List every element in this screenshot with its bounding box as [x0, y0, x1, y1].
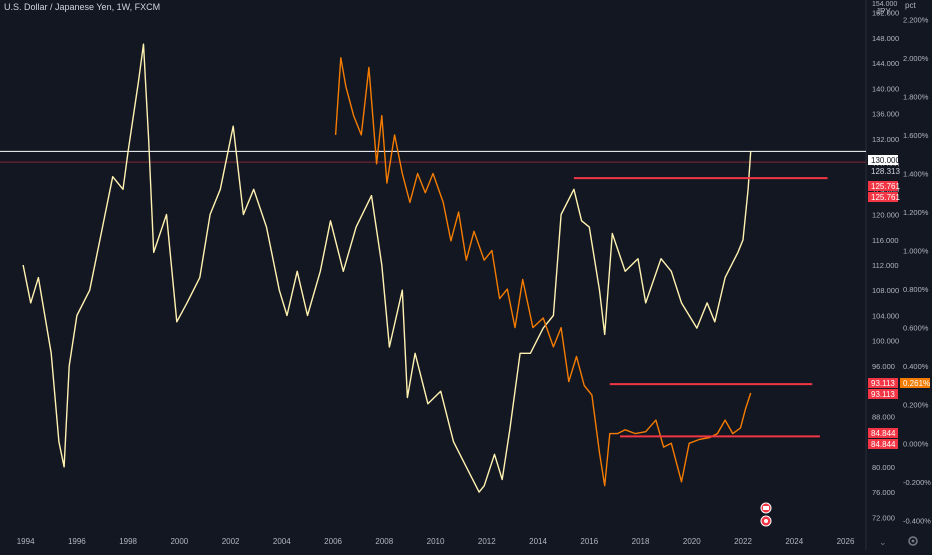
pct-tick-label: 1.200%	[903, 208, 929, 217]
time-tick-label: 2022	[734, 537, 752, 546]
pct-tick-label: 0.800%	[903, 285, 929, 294]
time-tick-label: 1996	[68, 537, 86, 546]
pct-tick-label: 2.200%	[903, 15, 929, 24]
low-badge-b	[868, 439, 898, 449]
low-badge-a	[868, 428, 898, 438]
price-tick-label: 104.000	[872, 311, 899, 320]
mid-label-a: 93.113	[871, 379, 895, 388]
price-tick-label: 88.000	[872, 412, 895, 421]
pct-current-label: 0.261%	[903, 379, 930, 388]
chart-title: U.S. Dollar / Japanese Yen, 1W, FXCM	[4, 2, 161, 12]
time-tick-label: 2008	[375, 537, 393, 546]
series-line-usdjpy	[22, 43, 752, 493]
series-line-pct	[334, 57, 752, 487]
time-tick-label: 2024	[785, 537, 803, 546]
resistance-badge-a	[868, 181, 898, 191]
dividend-marker-icon[interactable]	[760, 515, 772, 527]
price-tick-label: 96.000	[872, 362, 895, 371]
time-tick-label: 2018	[632, 537, 650, 546]
price-tick-label: 148.000	[872, 34, 899, 43]
mid-badge-a	[868, 378, 898, 388]
resistance-badge-b	[868, 192, 898, 202]
pct-tick-label: 1.800%	[903, 92, 929, 101]
pct-tick-label: 1.600%	[903, 131, 929, 140]
price-tick-label: 144.000	[872, 59, 899, 68]
time-tick-label: 2000	[170, 537, 188, 546]
price-tick-label: 152.000	[872, 9, 899, 18]
pct-current-badge	[900, 378, 930, 388]
pct-tick-label: 0.600%	[903, 324, 929, 333]
price-tick-label: 132.000	[872, 135, 899, 144]
price-tick-label: 108.000	[872, 286, 899, 295]
resistance-label-a: 125.761	[871, 182, 900, 191]
mid-badge-b	[868, 389, 898, 399]
pct-tick-label: 0.400%	[903, 362, 929, 371]
time-tick-label: 2014	[529, 537, 547, 546]
time-tick-label: 2012	[478, 537, 496, 546]
prev-price-badge	[868, 166, 898, 176]
settings-gear-icon[interactable]	[908, 536, 918, 546]
resistance-label-b: 125.761	[871, 193, 900, 202]
price-tick-label: 120.000	[872, 211, 899, 220]
pct-tick-label: 0.200%	[903, 401, 929, 410]
time-tick-label: 1998	[119, 537, 137, 546]
time-tick-label: 2004	[273, 537, 291, 546]
pct-tick-label: 0.000%	[903, 439, 929, 448]
price-tick-label: 140.000	[872, 84, 899, 93]
price-tick-label: 100.000	[872, 337, 899, 346]
low-label-b: 84.844	[871, 440, 896, 449]
pct-tick-label: -0.200%	[903, 478, 931, 487]
current-price-badge	[868, 155, 898, 165]
current-price-label: 130.000	[871, 156, 900, 165]
pct-tick-label: 2.000%	[903, 54, 929, 63]
time-tick-label: 2010	[427, 537, 445, 546]
left-axis-unit-top: 154.000	[872, 1, 897, 8]
price-tick-label: 72.000	[872, 513, 895, 522]
right-axis-unit: pct	[905, 1, 916, 10]
event-marker-icon[interactable]	[760, 502, 772, 514]
pct-tick-label: 1.400%	[903, 169, 929, 178]
time-tick-label: 2006	[324, 537, 342, 546]
mid-label-b: 93.113	[871, 390, 895, 399]
time-tick-label: 2026	[837, 537, 855, 546]
chevron-down-icon[interactable]: ⌄	[879, 537, 887, 547]
price-tick-label: 136.000	[872, 110, 899, 119]
price-tick-label: 112.000	[872, 261, 899, 270]
price-tick-label: 116.000	[872, 236, 899, 245]
prev-price-label: 128.313	[871, 167, 900, 176]
time-tick-label: 2002	[222, 537, 240, 546]
price-tick-label: 76.000	[872, 488, 895, 497]
time-tick-label: 2016	[580, 537, 598, 546]
pct-tick-label: 1.000%	[903, 247, 929, 256]
time-tick-label: 1994	[17, 537, 35, 546]
pct-tick-label: -0.400%	[903, 516, 931, 525]
price-tick-label: 80.000	[872, 463, 895, 472]
left-axis-unit: JPY	[876, 7, 891, 16]
low-label-a: 84.844	[871, 429, 896, 438]
time-tick-label: 2020	[683, 537, 701, 546]
